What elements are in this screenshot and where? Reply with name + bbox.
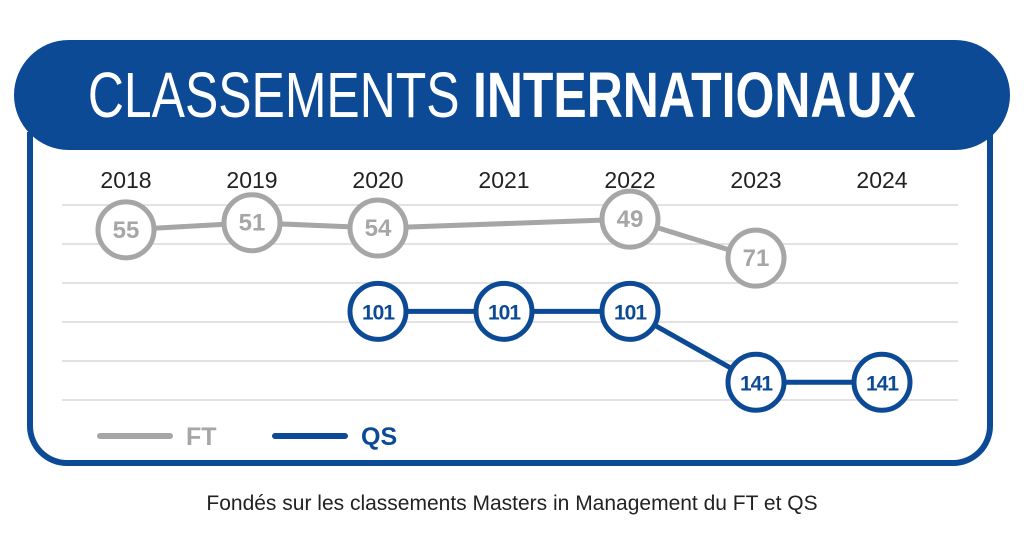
data-point-qs [851,351,913,413]
data-label-qs: 101 [614,301,647,324]
data-point-qs [473,280,535,342]
data-label-qs: 141 [866,372,899,395]
data-point-qs [599,280,661,342]
x-tick-label: 2021 [478,167,529,193]
data-point-ft [221,192,283,254]
legend-label: QS [361,423,397,451]
data-point-qs [347,280,409,342]
x-tick-label: 2019 [226,167,277,193]
data-label-qs: 101 [488,301,521,324]
legend: FT QS [97,423,397,451]
x-tick-label: 2024 [856,167,907,193]
title-bold: INTERNATIONAUX [473,59,917,131]
x-tick-label: 2022 [604,167,655,193]
data-label-ft: 55 [113,217,140,244]
caption: Fondés sur les classements Masters in Ma… [206,492,818,515]
data-label-ft: 49 [617,206,644,233]
data-label-qs: 141 [740,372,773,395]
x-tick-label: 2020 [352,167,403,193]
data-point-ft [725,227,787,289]
title-light: CLASSEMENTS [87,59,460,131]
data-point-ft [347,197,409,259]
data-point-ft [95,199,157,261]
data-point-ft [599,188,661,250]
data-point-qs [725,351,787,413]
data-label-ft: 71 [743,245,770,272]
x-axis-labels: 2018 2019 2020 2021 2022 2023 2024 [100,167,907,193]
chart-frame [27,132,993,466]
legend-label: FT [186,423,217,451]
data-label-ft: 51 [239,210,266,237]
x-tick-label: 2018 [100,167,151,193]
data-label-qs: 101 [362,301,395,324]
data-label-ft: 54 [365,215,392,242]
series-line-ft [125,216,757,261]
x-tick-label: 2023 [730,167,781,193]
title-banner: CLASSEMENTS INTERNATIONAUX [14,40,1010,150]
series-points: 55 51 54 49 71 101 101 101 141 141 [95,188,913,413]
